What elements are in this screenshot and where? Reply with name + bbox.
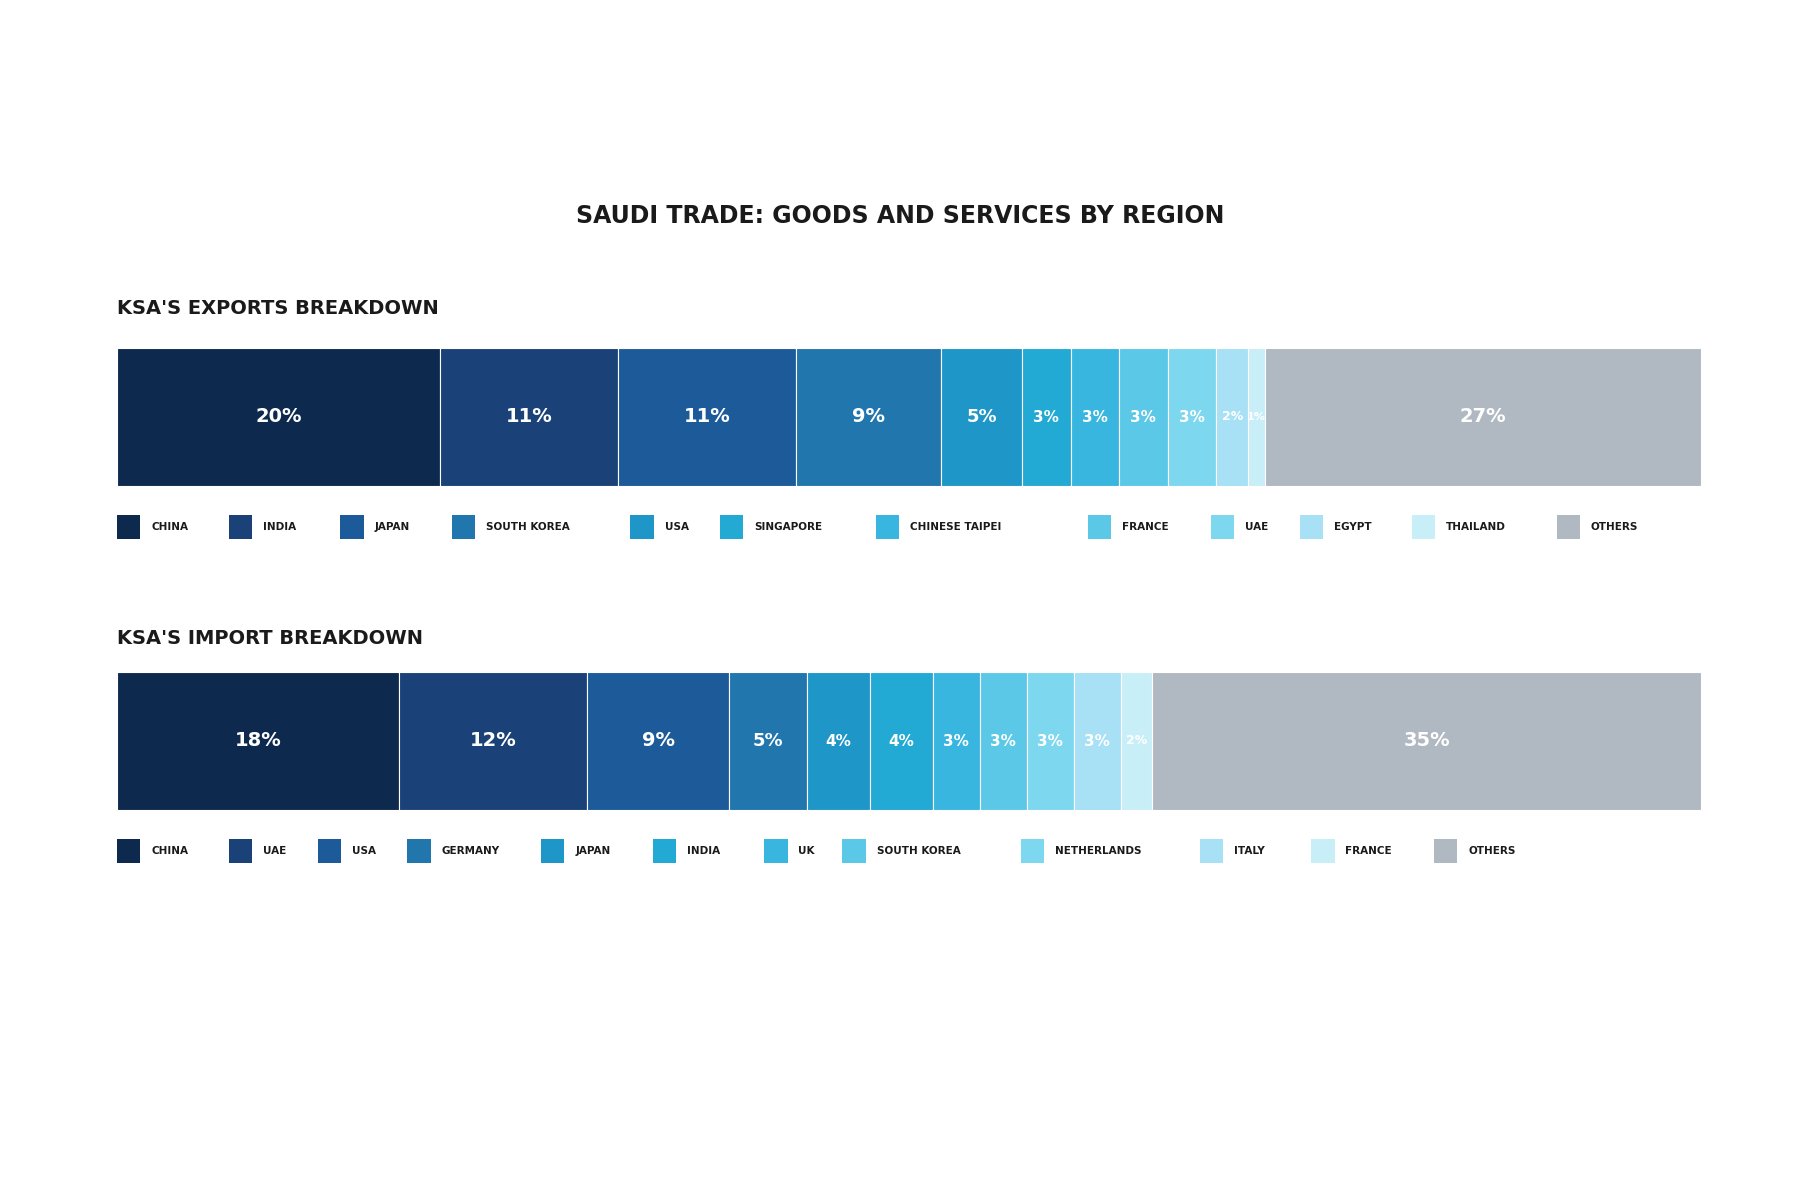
Text: 3%: 3% (1033, 409, 1060, 425)
Bar (1026, 672, 1073, 810)
Bar (1199, 839, 1222, 863)
Text: 9%: 9% (851, 408, 886, 426)
Bar (117, 348, 441, 486)
Bar (842, 839, 866, 863)
Bar (1435, 839, 1458, 863)
Text: SOUTH KOREA: SOUTH KOREA (486, 522, 571, 532)
Text: KSA'S IMPORT BREAKDOWN: KSA'S IMPORT BREAKDOWN (117, 629, 423, 648)
Text: 27%: 27% (1460, 408, 1507, 426)
Text: USA: USA (664, 522, 689, 532)
Text: 3%: 3% (1082, 409, 1107, 425)
Text: ITALY: ITALY (1233, 846, 1264, 856)
Bar (720, 516, 743, 539)
Text: 4%: 4% (826, 733, 851, 749)
Bar (117, 672, 400, 810)
Text: UK: UK (799, 846, 815, 856)
Text: THAILAND: THAILAND (1445, 522, 1505, 532)
Bar (1087, 516, 1111, 539)
Text: NETHERLANDS: NETHERLANDS (1055, 846, 1141, 856)
Text: 3%: 3% (1037, 733, 1064, 749)
Bar (979, 672, 1026, 810)
Text: 4%: 4% (887, 733, 914, 749)
Text: 3%: 3% (1130, 409, 1156, 425)
Text: CHINA: CHINA (151, 522, 189, 532)
Text: CHINESE TAIPEI: CHINESE TAIPEI (911, 522, 1001, 532)
Text: 3%: 3% (943, 733, 968, 749)
Bar (1411, 516, 1435, 539)
Bar (1168, 348, 1217, 486)
Bar (653, 839, 677, 863)
Text: SAUDI TRADE: GOODS AND SERVICES BY REGION: SAUDI TRADE: GOODS AND SERVICES BY REGIO… (576, 204, 1224, 228)
Bar (1073, 672, 1121, 810)
Bar (617, 348, 796, 486)
Bar (765, 839, 788, 863)
Text: 1%: 1% (1247, 412, 1265, 422)
Text: SOUTH KOREA: SOUTH KOREA (877, 846, 961, 856)
Bar (117, 516, 140, 539)
Text: JAPAN: JAPAN (374, 522, 410, 532)
Text: 35%: 35% (1404, 732, 1449, 750)
Text: USA: USA (353, 846, 376, 856)
Bar (1211, 516, 1235, 539)
Text: 12%: 12% (470, 732, 517, 750)
Bar (729, 672, 806, 810)
Text: UAE: UAE (1246, 522, 1269, 532)
Bar (407, 839, 430, 863)
Bar (796, 348, 941, 486)
Bar (229, 839, 252, 863)
Text: JAPAN: JAPAN (576, 846, 610, 856)
Text: GERMANY: GERMANY (441, 846, 499, 856)
Bar (1121, 672, 1152, 810)
Bar (1021, 839, 1044, 863)
Bar (941, 348, 1022, 486)
Bar (1217, 348, 1249, 486)
Bar (806, 672, 869, 810)
Text: 20%: 20% (256, 408, 302, 426)
Text: UAE: UAE (263, 846, 286, 856)
Text: OTHERS: OTHERS (1469, 846, 1516, 856)
Bar (1022, 348, 1071, 486)
Bar (630, 516, 653, 539)
Bar (1300, 516, 1323, 539)
Text: 9%: 9% (641, 732, 675, 750)
Bar (877, 516, 900, 539)
Text: INDIA: INDIA (263, 522, 295, 532)
Bar (1310, 839, 1334, 863)
Text: 11%: 11% (684, 408, 731, 426)
Text: FRANCE: FRANCE (1345, 846, 1391, 856)
Bar (400, 672, 587, 810)
Bar (1071, 348, 1120, 486)
Text: 5%: 5% (967, 408, 997, 426)
Bar (1557, 516, 1580, 539)
Bar (1249, 348, 1265, 486)
Text: EGYPT: EGYPT (1334, 522, 1372, 532)
Text: 11%: 11% (506, 408, 553, 426)
Bar (340, 516, 364, 539)
Bar (542, 839, 565, 863)
Text: 18%: 18% (234, 732, 281, 750)
Text: KSA'S EXPORTS BREAKDOWN: KSA'S EXPORTS BREAKDOWN (117, 299, 439, 318)
Bar (229, 516, 252, 539)
Text: 3%: 3% (1084, 733, 1111, 749)
Text: 5%: 5% (752, 732, 783, 750)
Text: 2%: 2% (1222, 410, 1242, 424)
Bar (117, 839, 140, 863)
Text: CHINA: CHINA (151, 846, 189, 856)
Bar (452, 516, 475, 539)
Text: FRANCE: FRANCE (1121, 522, 1168, 532)
Bar (932, 672, 979, 810)
Bar (1120, 348, 1168, 486)
Text: INDIA: INDIA (688, 846, 720, 856)
Bar (587, 672, 729, 810)
Bar (1265, 348, 1701, 486)
Bar (441, 348, 617, 486)
Text: 3%: 3% (1179, 409, 1204, 425)
Bar (319, 839, 342, 863)
Bar (869, 672, 932, 810)
Text: OTHERS: OTHERS (1591, 522, 1638, 532)
Text: 2%: 2% (1125, 734, 1147, 748)
Text: SINGAPORE: SINGAPORE (754, 522, 823, 532)
Text: 3%: 3% (990, 733, 1015, 749)
Bar (1152, 672, 1701, 810)
